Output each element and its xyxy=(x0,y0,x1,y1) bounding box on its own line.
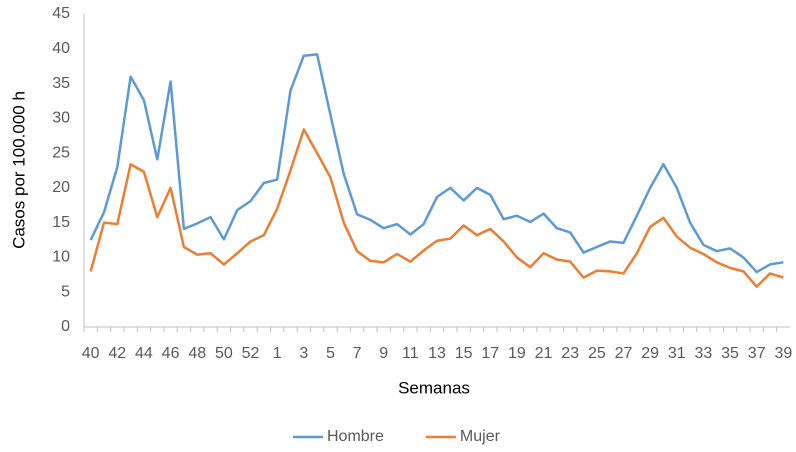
x-tick-label: 25 xyxy=(588,345,606,362)
line-series xyxy=(89,128,784,288)
x-tick-label: 1 xyxy=(273,345,282,362)
y-tick-label: 15 xyxy=(52,214,70,231)
x-tick-label: 9 xyxy=(379,345,388,362)
x-tick-label: 52 xyxy=(242,345,260,362)
y-tick-label: 25 xyxy=(52,144,70,161)
x-tick-label: 31 xyxy=(668,345,686,362)
x-tick-label: 40 xyxy=(82,345,100,362)
x-tick-label: 29 xyxy=(641,345,659,362)
x-tick-label: 19 xyxy=(508,345,526,362)
y-tick-label: 0 xyxy=(61,318,70,335)
x-tick-label: 44 xyxy=(135,345,153,362)
x-tick-label: 13 xyxy=(428,345,446,362)
x-tick-label: 7 xyxy=(353,345,362,362)
y-tick-label: 10 xyxy=(52,249,70,266)
y-axis-title: Casos por 100.000 h xyxy=(9,91,28,249)
y-tick-label: 40 xyxy=(52,40,70,57)
x-tick-label: 33 xyxy=(695,345,713,362)
line-series xyxy=(89,53,784,274)
x-tick-label: 50 xyxy=(215,345,233,362)
x-tick-label: 37 xyxy=(748,345,766,362)
x-tick-label: 23 xyxy=(561,345,579,362)
x-tick-label: 21 xyxy=(535,345,553,362)
x-tick-label: 27 xyxy=(615,345,633,362)
x-tick-label: 5 xyxy=(326,345,335,362)
x-tick-label: 11 xyxy=(402,345,419,362)
x-axis-title: Semanas xyxy=(398,378,470,397)
y-tick-label: 5 xyxy=(61,283,70,300)
legend-label: Hombre xyxy=(327,428,384,445)
x-tick-label: 35 xyxy=(721,345,739,362)
x-tick-label: 17 xyxy=(481,345,499,362)
y-tick-label: 30 xyxy=(52,110,70,127)
x-tick-label: 42 xyxy=(108,345,126,362)
x-tick-label: 48 xyxy=(188,345,206,362)
x-tick-label: 46 xyxy=(162,345,180,362)
x-tick-label: 39 xyxy=(774,345,792,362)
x-tick-label: 15 xyxy=(455,345,473,362)
y-tick-label: 20 xyxy=(52,179,70,196)
legend-label: Mujer xyxy=(460,428,501,445)
x-tick-label: 3 xyxy=(299,345,308,362)
y-tick-label: 35 xyxy=(52,75,70,92)
y-tick-label: 45 xyxy=(52,5,70,22)
